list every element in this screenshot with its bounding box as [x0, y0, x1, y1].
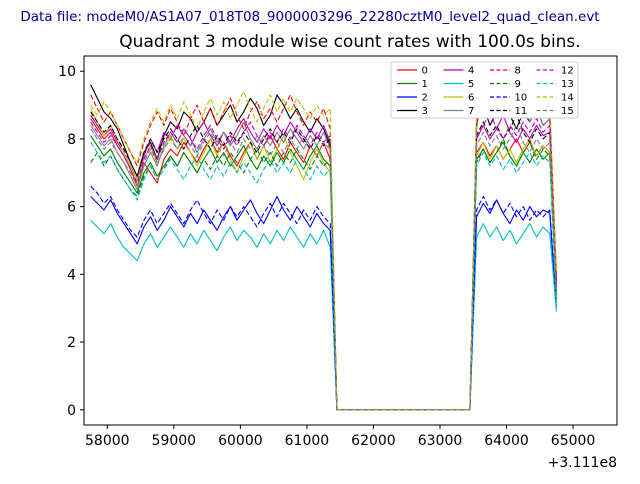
series-line-10	[90, 185, 557, 411]
series-line-5	[90, 219, 557, 411]
series-line-6	[90, 108, 557, 411]
legend-label-12: 12	[561, 66, 574, 77]
axes-frame	[83, 55, 618, 426]
x-tick-label: 58000	[85, 433, 130, 449]
series-line-9	[90, 138, 557, 411]
series-line-14	[90, 87, 557, 411]
legend-label-11: 11	[515, 106, 528, 117]
y-tick-label: 6	[67, 200, 76, 216]
legend-label-1: 1	[422, 79, 428, 90]
legend-label-15: 15	[561, 106, 574, 117]
axes-layer: 58000 59000 60000 61000 62000 63000 64000 65000…	[58, 55, 618, 449]
data-file-label: Data file: modeM0/AS1A07_018T08_90000032…	[20, 9, 599, 25]
y-tick-label: 4	[67, 267, 76, 283]
x-tick-label: 60000	[218, 433, 263, 449]
legend-label-4: 4	[468, 66, 474, 77]
legend-label-10: 10	[515, 93, 528, 104]
series-line-15	[90, 124, 557, 411]
x-tick-label: 59000	[152, 433, 197, 449]
legend-label-0: 0	[422, 66, 428, 77]
series-line-8	[90, 94, 557, 411]
legend-label-6: 6	[468, 93, 474, 104]
y-tick-label: 8	[67, 132, 76, 148]
legend-label-7: 7	[468, 106, 474, 117]
legend-label-2: 2	[422, 93, 428, 104]
series-line-13	[90, 142, 557, 411]
x-tick-label: 62000	[351, 433, 396, 449]
series-line-2	[90, 195, 557, 411]
series-line-11	[90, 111, 557, 411]
legend-label-5: 5	[468, 79, 474, 90]
x-tick-label: 65000	[551, 433, 596, 449]
y-tick-label: 2	[67, 335, 76, 351]
series-layer	[90, 74, 557, 411]
legend-label-3: 3	[422, 106, 428, 117]
x-tick-label: 61000	[285, 433, 330, 449]
y-tick-label: 0	[67, 403, 76, 419]
legend-label-13: 13	[561, 79, 574, 90]
legend-label-8: 8	[515, 66, 521, 77]
x-tick-label: 63000	[418, 433, 463, 449]
chart-title: Quadrant 3 module wise count rates with …	[119, 32, 580, 52]
series-line-1	[90, 135, 557, 411]
legend-label-9: 9	[515, 79, 521, 90]
x-axis-offset-label: +3.111e8	[548, 455, 617, 471]
x-tick-label: 64000	[484, 433, 529, 449]
legend-box	[390, 61, 579, 119]
legend-label-14: 14	[561, 93, 574, 104]
y-tick-label: 10	[58, 64, 76, 80]
